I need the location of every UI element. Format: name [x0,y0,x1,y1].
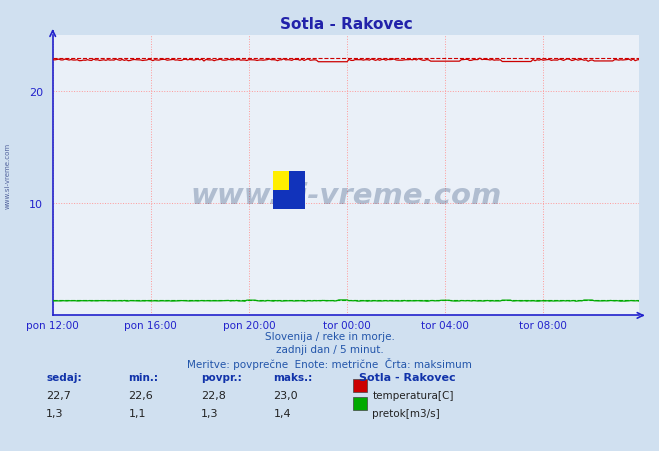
Text: zadnji dan / 5 minut.: zadnji dan / 5 minut. [275,344,384,354]
Text: 1,1: 1,1 [129,408,146,418]
Text: sedaj:: sedaj: [46,372,82,382]
Title: Sotla - Rakovec: Sotla - Rakovec [279,17,413,32]
Polygon shape [273,171,305,210]
Text: Meritve: povprečne  Enote: metrične  Črta: maksimum: Meritve: povprečne Enote: metrične Črta:… [187,357,472,369]
Text: Slovenija / reke in morje.: Slovenija / reke in morje. [264,331,395,341]
Bar [273,171,289,190]
Text: 23,0: 23,0 [273,390,298,400]
Text: temperatura[C]: temperatura[C] [372,390,454,400]
Text: maks.:: maks.: [273,372,313,382]
Text: 1,3: 1,3 [201,408,219,418]
Text: 22,6: 22,6 [129,390,154,400]
Text: 1,4: 1,4 [273,408,291,418]
Text: pretok[m3/s]: pretok[m3/s] [372,408,440,418]
Text: povpr.:: povpr.: [201,372,242,382]
Text: www.si-vreme.com: www.si-vreme.com [190,181,501,209]
Text: Sotla - Rakovec: Sotla - Rakovec [359,372,456,382]
Text: 1,3: 1,3 [46,408,64,418]
Bar [289,171,305,190]
Text: min.:: min.: [129,372,159,382]
Text: 22,8: 22,8 [201,390,226,400]
Text: www.si-vreme.com: www.si-vreme.com [5,143,11,209]
Text: 22,7: 22,7 [46,390,71,400]
